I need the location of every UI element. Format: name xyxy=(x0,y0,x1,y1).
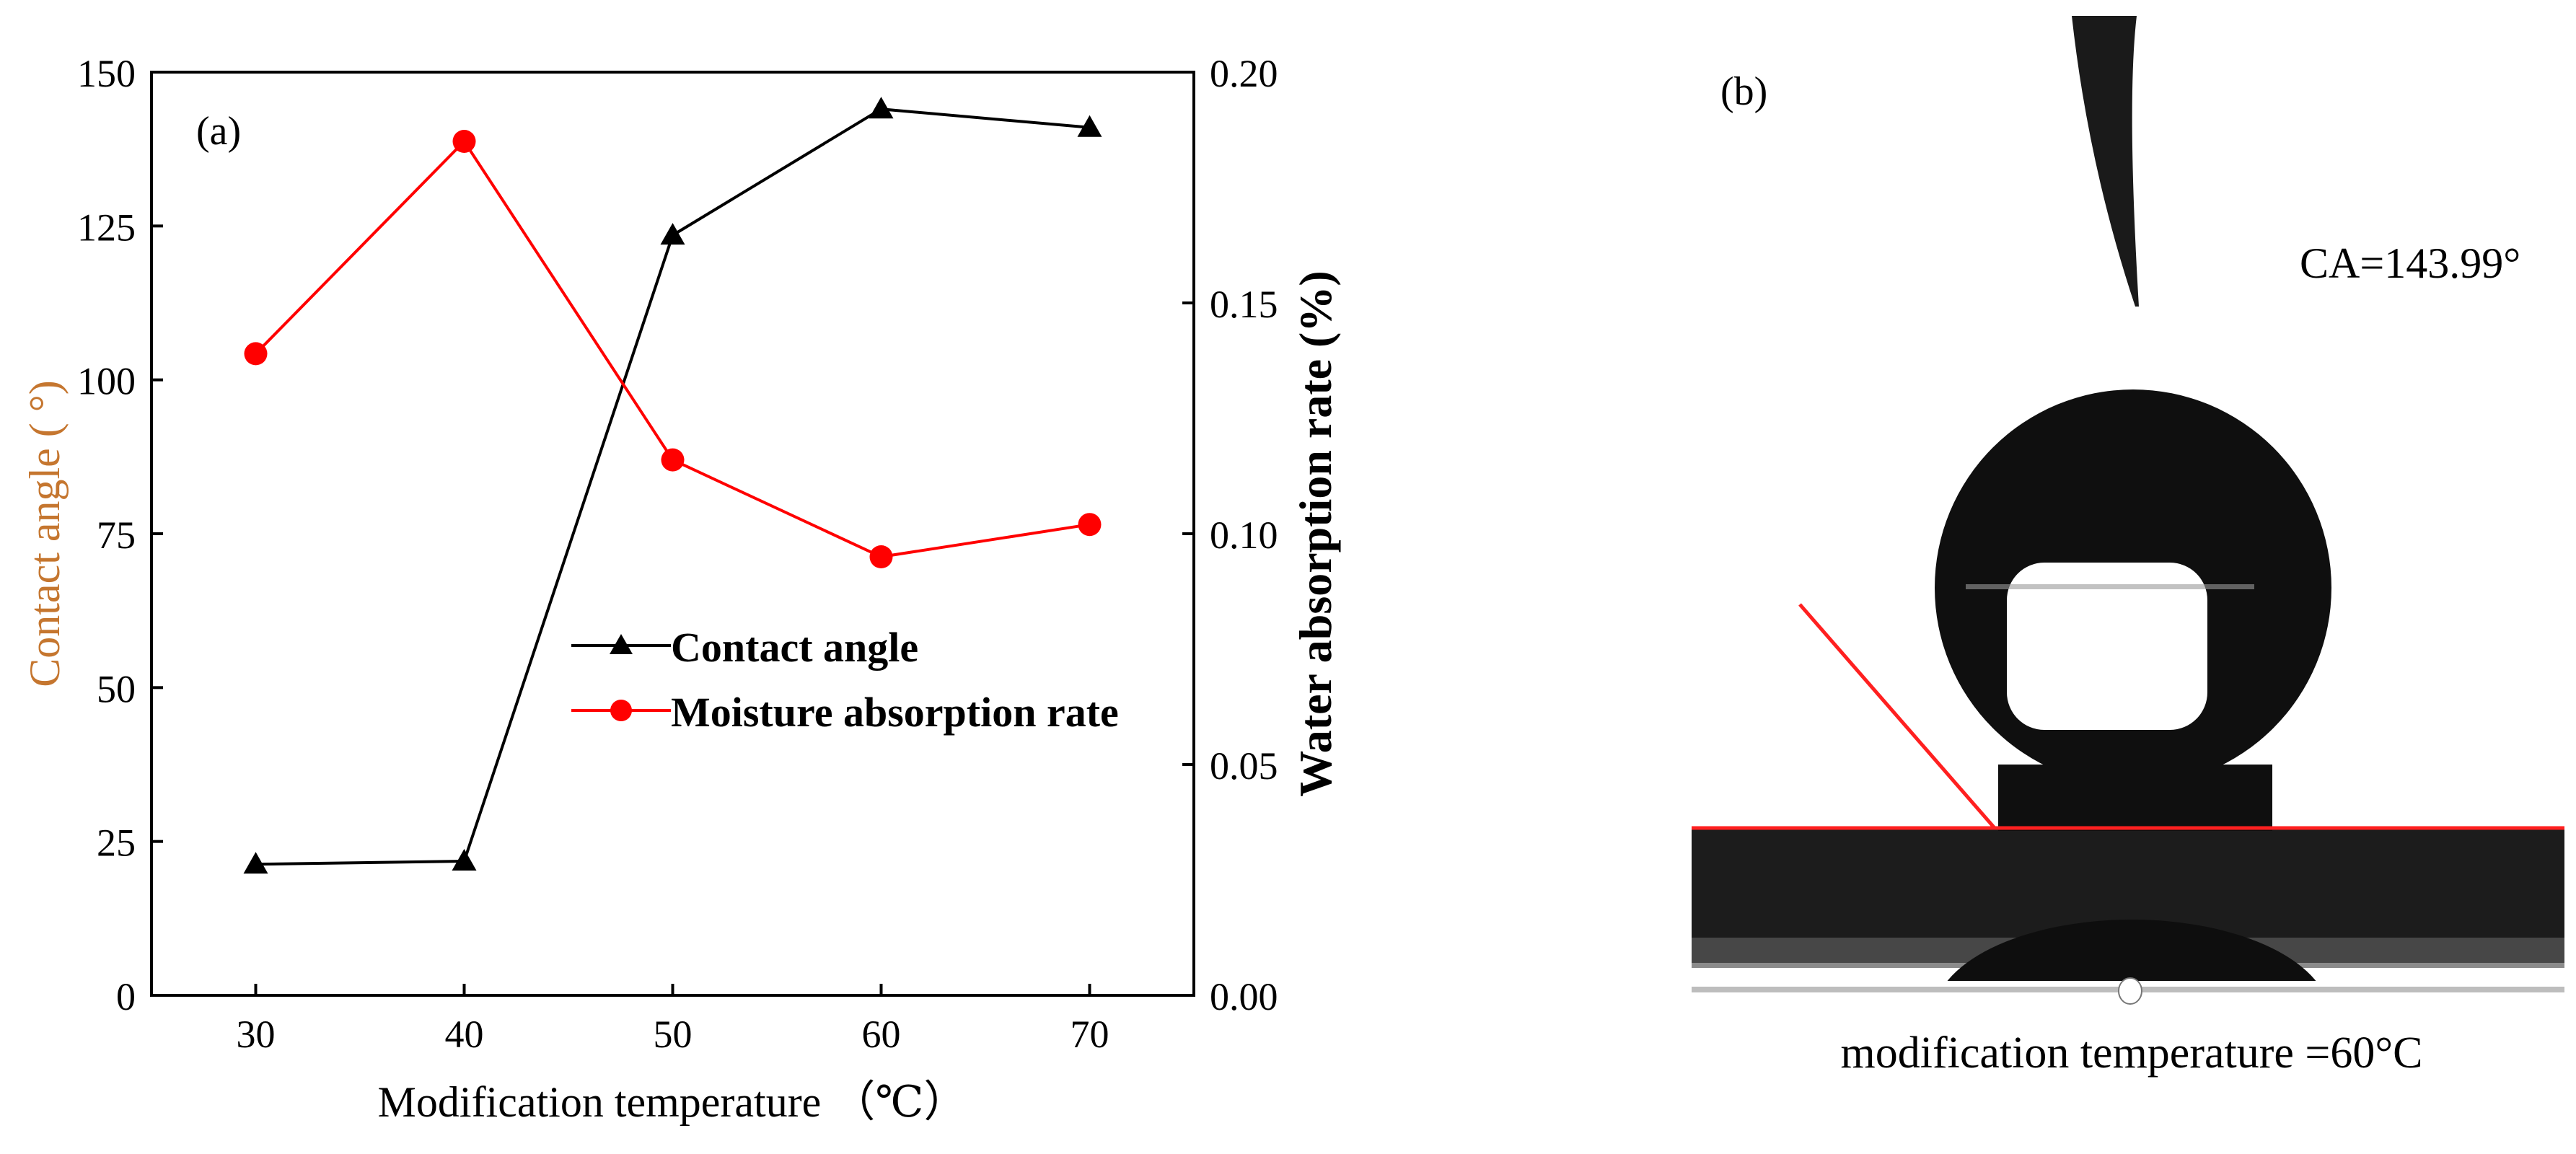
x-tick-label: 50 xyxy=(654,1013,693,1056)
legend-marker-circle xyxy=(610,700,632,721)
left-tick-label: 150 xyxy=(77,52,136,95)
data-point-circle xyxy=(1078,513,1102,537)
contact-angle-value: CA=143.99° xyxy=(2300,239,2520,287)
left-tick-label: 0 xyxy=(116,975,136,1018)
syringe-needle xyxy=(2072,16,2139,307)
x-tick-label: 40 xyxy=(445,1013,484,1056)
legend-marker-triangle xyxy=(610,634,633,654)
droplet-reflection xyxy=(1947,920,2316,981)
tangent-line xyxy=(1798,603,1996,829)
legend-item-contact-angle: Contact angle xyxy=(571,624,918,671)
right-tick-label: 0.00 xyxy=(1210,975,1278,1018)
series-line-moisture-absorption-rate xyxy=(255,138,1090,559)
x-axis-ticks: 30 40 50 60 70 xyxy=(237,984,1109,1056)
left-axis-ticks: 0 25 50 75 100 125 150 xyxy=(77,52,163,1018)
droplet-highlight-glare xyxy=(1966,584,2254,589)
left-tick-label: 25 xyxy=(97,822,136,865)
panel-a-label: (a) xyxy=(196,109,241,154)
panel-b-label: (b) xyxy=(1720,69,1767,114)
right-tick-label: 0.15 xyxy=(1210,283,1278,326)
legend-label-moisture: Moisture absorption rate xyxy=(671,689,1119,736)
left-tick-label: 75 xyxy=(97,514,136,557)
data-point-circle xyxy=(452,130,476,153)
panel-b-droplet-photo: (b) CA=143.99° modification temperature … xyxy=(1692,16,2564,1078)
data-point-triangle xyxy=(660,223,685,245)
data-point-circle xyxy=(661,448,685,472)
right-tick-label: 0.05 xyxy=(1210,744,1278,788)
x-tick-label: 60 xyxy=(862,1013,901,1056)
droplet-contact-base xyxy=(1998,765,2272,831)
right-axis-title: Water absorption rate (%) xyxy=(1290,270,1341,796)
droplet-highlight xyxy=(2007,563,2207,730)
reflection-glint xyxy=(2118,977,2142,1005)
left-axis-title: Contact angle ( °) xyxy=(21,380,69,687)
data-point-triangle xyxy=(869,97,894,119)
data-point-circle xyxy=(869,545,893,568)
series-layer xyxy=(243,97,1102,874)
panel-a-chart: (a) 0 25 50 75 100 125 150 0.00 0.05 0.10 0.15 0.2… xyxy=(21,52,1341,1126)
legend: Contact angle Moisture absorption rate xyxy=(571,624,1119,736)
data-point-circle xyxy=(244,342,268,366)
right-tick-label: 0.20 xyxy=(1210,52,1278,95)
data-point-triangle xyxy=(452,848,477,871)
legend-item-moisture: Moisture absorption rate xyxy=(571,689,1119,736)
left-tick-label: 125 xyxy=(77,206,136,249)
x-axis-title: Modification temperature （℃） xyxy=(378,1078,967,1126)
data-point-triangle xyxy=(1077,115,1102,137)
panel-b-caption: modification temperature =60°C xyxy=(1841,1029,2423,1078)
x-tick-label: 70 xyxy=(1071,1013,1109,1056)
series-line-contact-angle xyxy=(255,107,1090,866)
data-point-triangle xyxy=(243,852,268,874)
right-tick-label: 0.10 xyxy=(1210,514,1278,557)
legend-label-contact-angle: Contact angle xyxy=(671,624,918,671)
left-tick-label: 50 xyxy=(97,667,136,710)
right-axis-ticks: 0.00 0.05 0.10 0.15 0.20 xyxy=(1182,52,1278,1018)
left-tick-label: 100 xyxy=(77,360,136,403)
x-tick-label: 30 xyxy=(237,1013,276,1056)
